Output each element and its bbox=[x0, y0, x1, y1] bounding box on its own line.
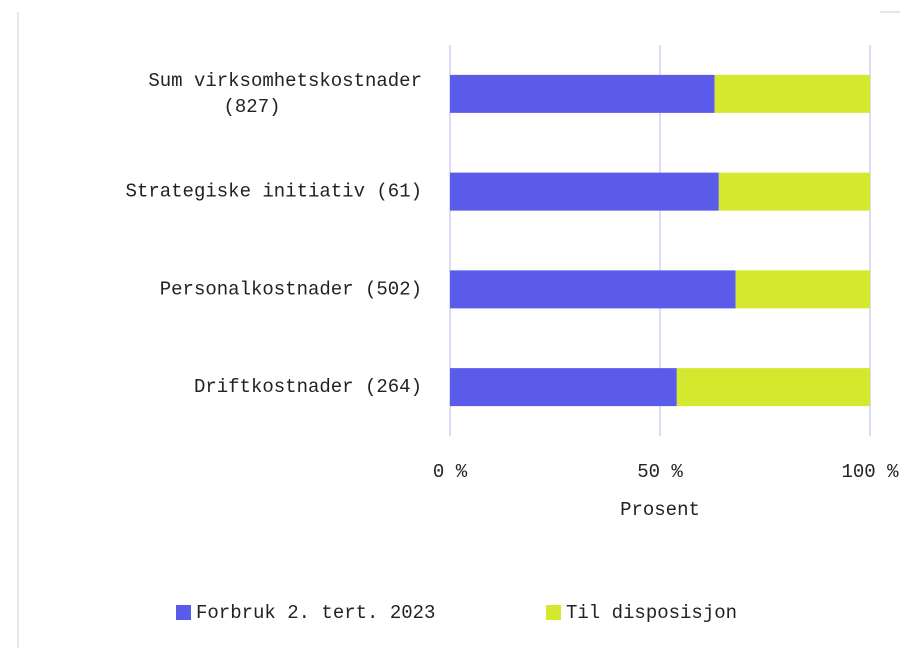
y-tick-label: Personalkostnader (502) bbox=[160, 278, 422, 300]
legend-label: Forbruk 2. tert. 2023 bbox=[196, 602, 435, 624]
legend-label: Til disposisjon bbox=[566, 602, 737, 624]
bar-segment bbox=[735, 270, 870, 309]
bar-segment bbox=[676, 368, 870, 407]
bar-segment bbox=[450, 270, 736, 309]
bar-segment bbox=[450, 74, 715, 113]
x-tick-label: 0 % bbox=[433, 461, 468, 483]
y-tick-label: Driftkostnader (264) bbox=[194, 376, 422, 398]
legend-swatch bbox=[176, 605, 191, 620]
y-tick-label: Strategiske initiativ (61) bbox=[126, 181, 422, 203]
bar-segment bbox=[450, 368, 677, 407]
bar-segment bbox=[450, 172, 719, 211]
bar-segment bbox=[714, 74, 870, 113]
x-tick-label: 100 % bbox=[841, 461, 899, 483]
bar-segment bbox=[718, 172, 870, 211]
legend-swatch bbox=[546, 605, 561, 620]
x-tick-label: 50 % bbox=[637, 461, 683, 483]
y-tick-label: Sum virksomhetskostnader (827) bbox=[148, 70, 422, 118]
x-axis-label: Prosent bbox=[620, 499, 700, 521]
